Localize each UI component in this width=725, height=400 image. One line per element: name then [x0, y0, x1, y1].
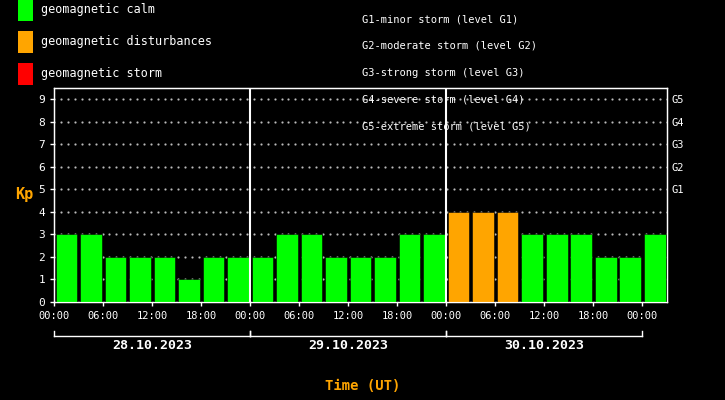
Bar [448, 212, 470, 302]
Text: geomagnetic calm: geomagnetic calm [41, 4, 155, 16]
Y-axis label: Kp: Kp [15, 188, 34, 202]
Bar [423, 234, 445, 302]
Text: G3-strong storm (level G3): G3-strong storm (level G3) [362, 68, 525, 78]
Bar [644, 234, 666, 302]
Text: G2-moderate storm (level G2): G2-moderate storm (level G2) [362, 41, 537, 51]
Bar [350, 257, 371, 302]
Bar [129, 257, 151, 302]
Bar [595, 257, 616, 302]
Bar [374, 257, 396, 302]
Bar [399, 234, 420, 302]
Bar [203, 257, 225, 302]
Bar [178, 280, 200, 302]
Text: geomagnetic disturbances: geomagnetic disturbances [41, 36, 212, 48]
Bar [56, 234, 78, 302]
Bar [228, 257, 249, 302]
Text: G4-severe storm (level G4): G4-severe storm (level G4) [362, 94, 525, 104]
Bar [473, 212, 494, 302]
Bar [154, 257, 175, 302]
Bar [619, 257, 641, 302]
Text: 30.10.2023: 30.10.2023 [505, 339, 584, 352]
Text: 29.10.2023: 29.10.2023 [308, 339, 389, 352]
Bar [497, 212, 518, 302]
Bar [521, 234, 543, 302]
Bar [546, 234, 568, 302]
Text: G5-extreme storm (level G5): G5-extreme storm (level G5) [362, 121, 531, 131]
Bar [252, 257, 273, 302]
Bar [301, 234, 323, 302]
Bar [326, 257, 347, 302]
Bar [80, 234, 102, 302]
Text: geomagnetic storm: geomagnetic storm [41, 68, 162, 80]
Bar [276, 234, 298, 302]
Bar [105, 257, 126, 302]
Text: G1-minor storm (level G1): G1-minor storm (level G1) [362, 14, 519, 24]
Text: Time (UT): Time (UT) [325, 379, 400, 393]
Bar [571, 234, 592, 302]
Text: 28.10.2023: 28.10.2023 [112, 339, 192, 352]
